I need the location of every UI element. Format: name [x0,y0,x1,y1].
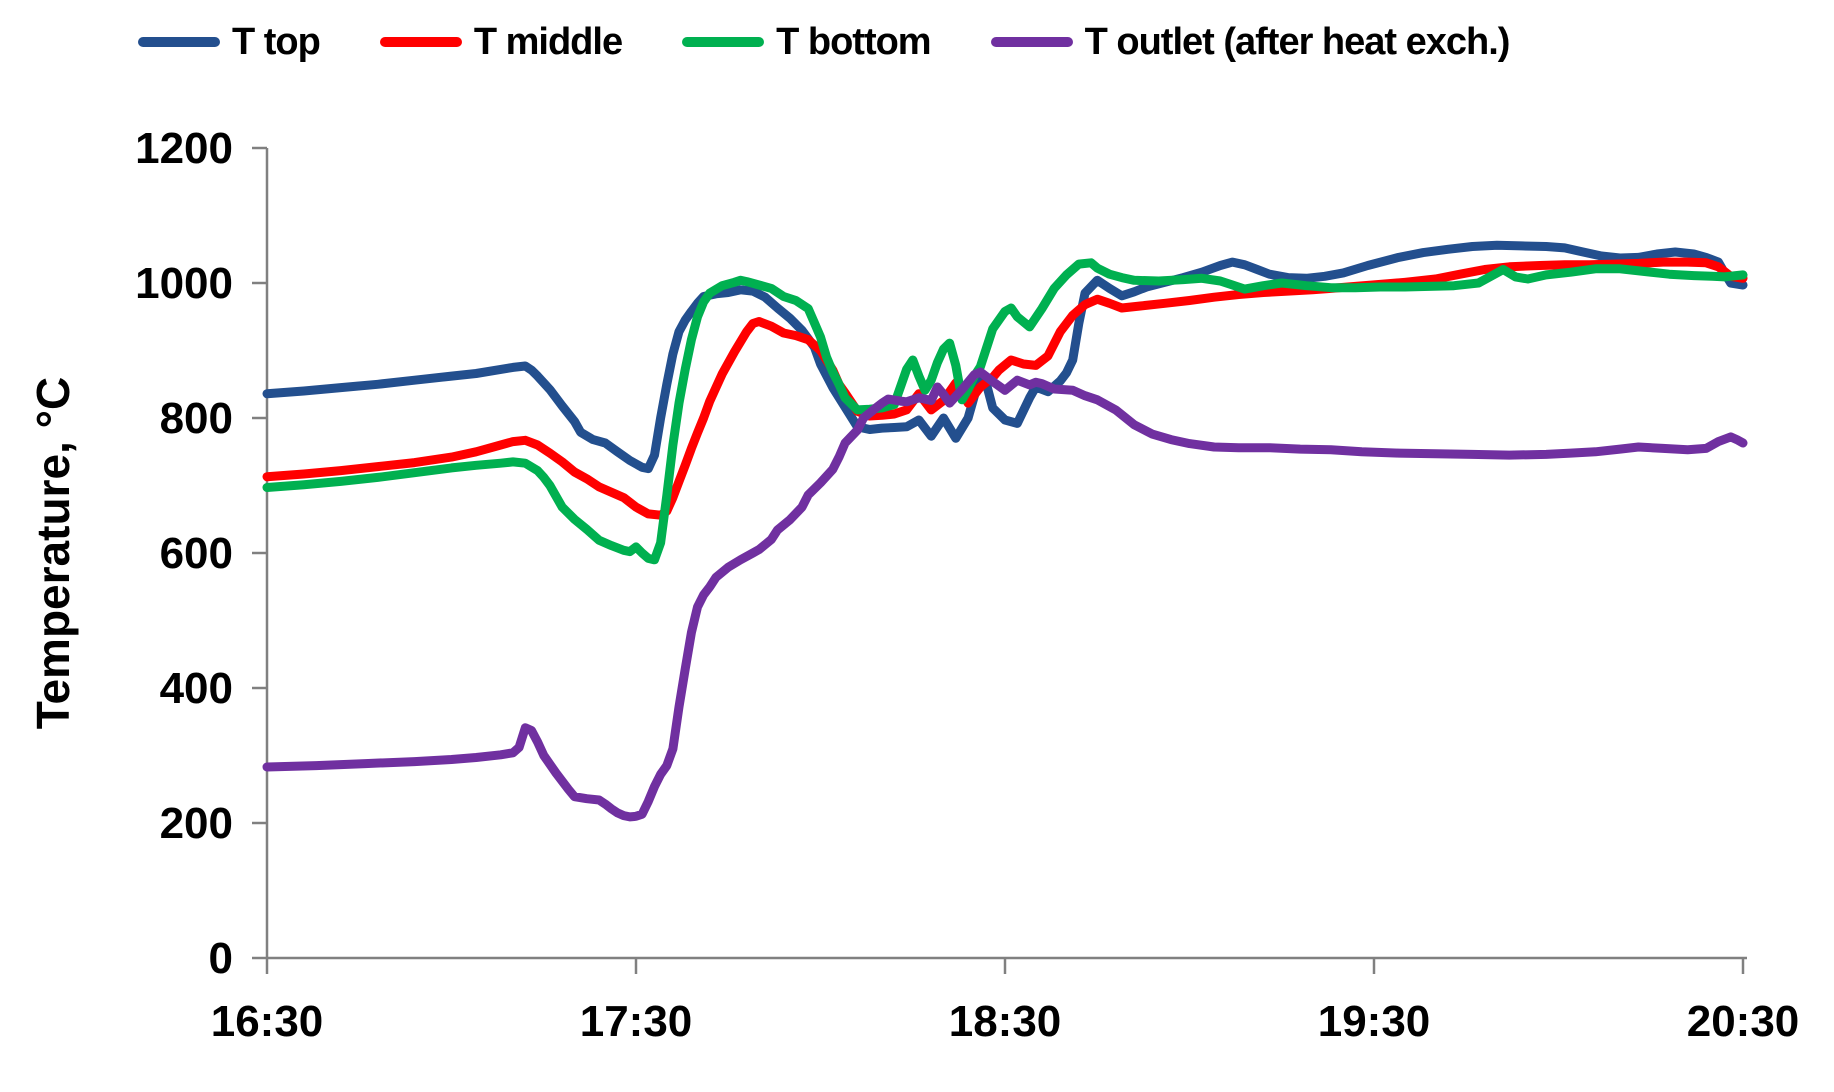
y-tick-label: 800 [160,394,233,443]
series-t-top [262,240,1748,474]
x-tick-label: 17:30 [580,997,693,1046]
legend-label: T outlet (after heat exch.) [1084,20,1511,63]
series-t-bottom [262,258,1748,565]
legend-label: T bottom [776,20,932,63]
series-t-outlet-after-heat-exch [262,367,1748,822]
legend-swatch-icon [379,37,462,47]
legend-swatch-icon [138,37,220,47]
y-axis-title: Temperature, °C [27,376,79,730]
y-tick-label: 200 [160,799,233,848]
y-tick-label: 1000 [135,259,233,308]
legend-item: T top [138,20,321,64]
y-tick-label: 600 [160,529,233,578]
legend-item: T bottom [682,20,932,64]
legend-swatch-icon [990,37,1073,47]
x-tick-label: 16:30 [211,997,324,1046]
x-tick-label: 18:30 [949,997,1062,1046]
y-tick-label: 0 [209,934,233,983]
y-tick-label: 400 [160,664,233,713]
legend-item: T middle [379,20,623,64]
x-tick-label: 19:30 [1318,997,1431,1046]
legend-item: T outlet (after heat exch.) [990,20,1511,64]
legend-swatch-icon [682,37,765,47]
y-tick-label: 1200 [135,124,233,173]
legend-label: T top [232,20,321,63]
x-tick-label: 20:30 [1687,997,1800,1046]
chart-legend: T top T middle T bottom T outlet (after hea… [138,18,1511,66]
legend-label: T middle [473,20,623,63]
